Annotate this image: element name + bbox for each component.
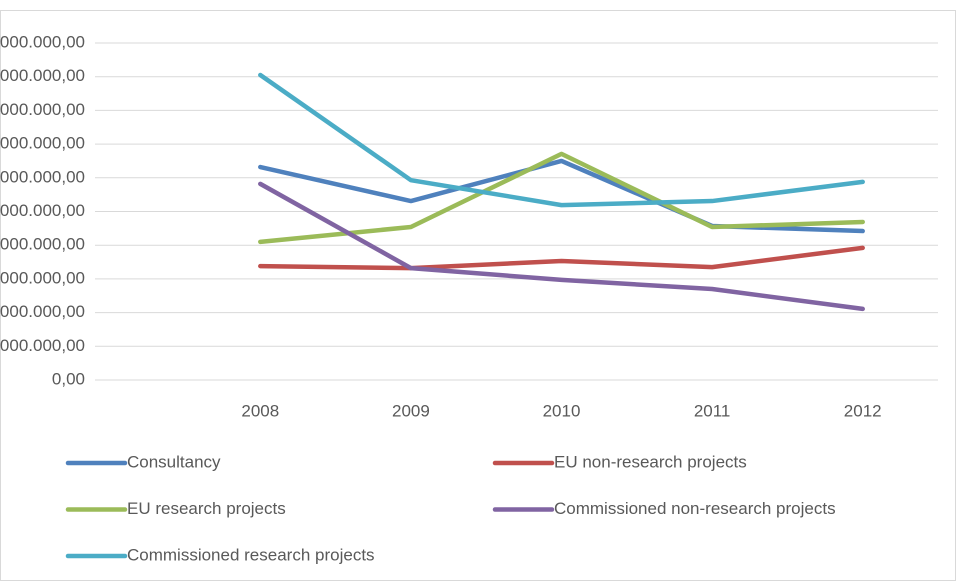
series-line bbox=[258, 158, 865, 234]
x-tick-label: 2009 bbox=[392, 401, 430, 420]
x-tick-label: 2010 bbox=[543, 401, 581, 420]
y-tick-label: 6.000.000,00 bbox=[0, 167, 85, 186]
y-tick-label: 0,00 bbox=[52, 369, 85, 388]
y-tick-label: 2.000.000,00 bbox=[0, 302, 85, 321]
series-line bbox=[258, 181, 865, 312]
y-tick-label: 3.000.000,00 bbox=[0, 268, 85, 287]
y-tick-label: 9.000.000,00 bbox=[0, 66, 85, 85]
legend-label: Consultancy bbox=[127, 452, 221, 471]
legend-label: Commissioned non-research projects bbox=[554, 499, 836, 518]
chart-border bbox=[0, 10, 956, 581]
series-line bbox=[258, 151, 865, 245]
x-tick-label: 2011 bbox=[694, 401, 731, 420]
y-tick-label: 7.000.000,00 bbox=[0, 134, 85, 153]
y-tick-label: 5.000.000,00 bbox=[0, 201, 85, 220]
y-tick-label: 10.000.000,00 bbox=[0, 32, 85, 51]
series-line bbox=[258, 245, 865, 271]
legend-label: EU non-research projects bbox=[554, 452, 747, 471]
legend-label: EU research projects bbox=[127, 499, 286, 518]
x-tick-label: 2008 bbox=[241, 401, 279, 420]
y-tick-label: 8.000.000,00 bbox=[0, 100, 85, 119]
y-tick-label: 4.000.000,00 bbox=[0, 235, 85, 254]
x-tick-label: 2012 bbox=[844, 401, 882, 420]
y-tick-label: 1.000.000,00 bbox=[0, 336, 85, 355]
legend-label: Commissioned research projects bbox=[127, 545, 375, 564]
series-line bbox=[258, 72, 865, 208]
